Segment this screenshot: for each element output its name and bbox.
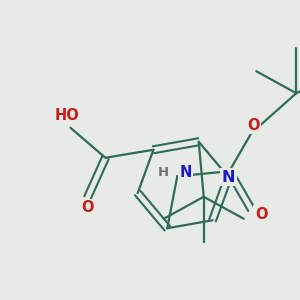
Text: H: H bbox=[158, 166, 169, 179]
Text: O: O bbox=[255, 207, 268, 222]
Text: O: O bbox=[247, 118, 260, 133]
Text: HO: HO bbox=[55, 108, 80, 123]
Text: N: N bbox=[222, 169, 235, 184]
Text: N: N bbox=[179, 165, 192, 180]
Text: O: O bbox=[81, 200, 94, 215]
